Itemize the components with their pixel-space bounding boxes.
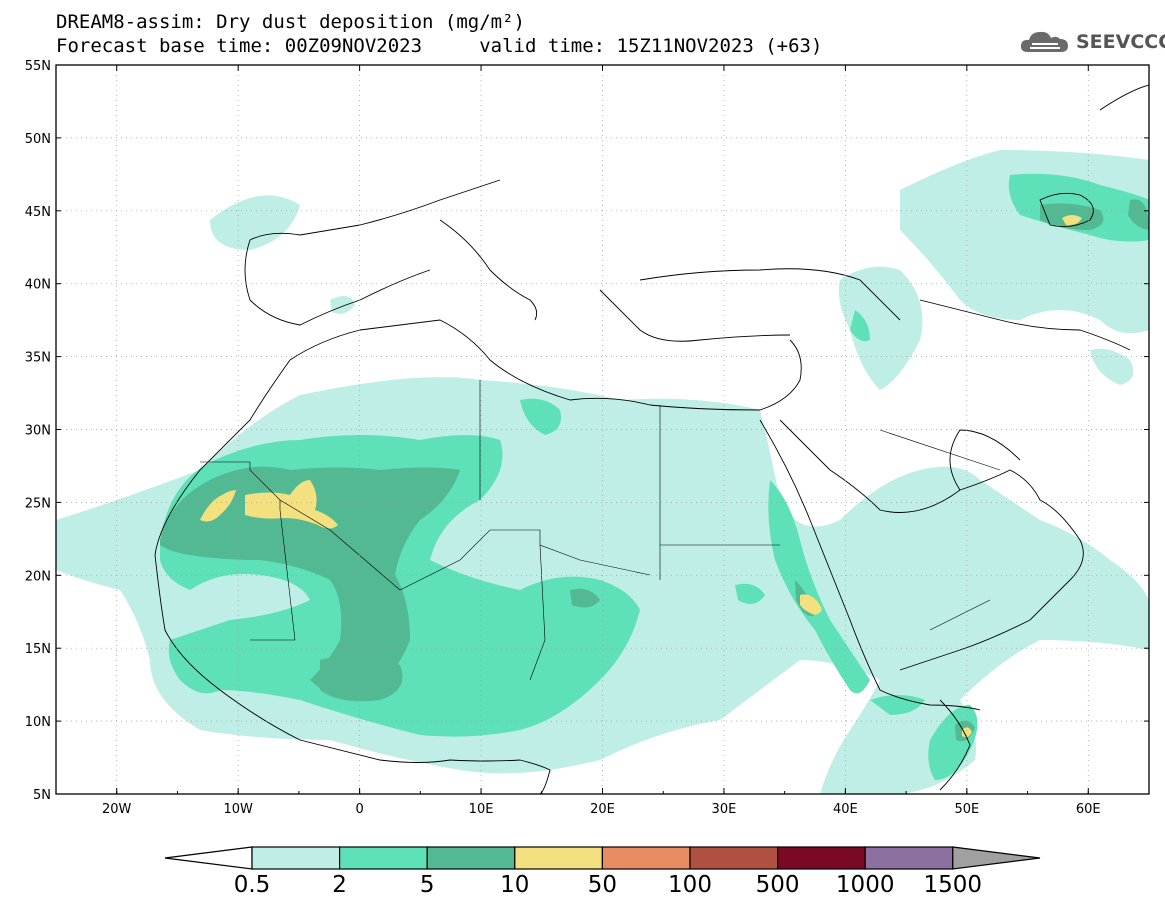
forecast-times: Forecast base time: 00Z09NOV2023 valid t… — [56, 35, 823, 57]
colorbar-segment — [776, 846, 866, 870]
colorbar-label: 2 — [332, 872, 347, 898]
lat-label: 5N — [33, 788, 51, 803]
lon-label: 0 — [355, 802, 363, 817]
colorbar-segment — [426, 846, 516, 870]
latitude-labels: 55N 50N 45N 40N 35N 30N 25N 20N 15N 10N 5N — [25, 59, 51, 803]
lat-label: 55N — [25, 59, 51, 74]
lon-label: 30E — [712, 802, 737, 817]
colorbar-label: 0.5 — [234, 872, 271, 898]
colorbar-label: 1500 — [924, 872, 983, 898]
colorbar-segment — [251, 846, 341, 870]
colorbar-high-arrow — [952, 846, 1041, 870]
colorbar-segment — [514, 846, 603, 870]
axis-ticks — [55, 64, 1150, 795]
lon-label: 20E — [590, 802, 615, 817]
colorbar-segment — [689, 846, 779, 870]
lat-label: 45N — [25, 205, 51, 220]
colorbar-label: 10 — [500, 872, 529, 898]
lat-label: 35N — [25, 351, 51, 366]
graticule — [56, 65, 1149, 794]
logo-text: SEEVCCC — [1076, 31, 1165, 53]
lon-label: 10W — [223, 802, 253, 817]
colorbar-segment — [339, 846, 428, 870]
colorbar-label: 5 — [420, 872, 435, 898]
coastlines — [154, 84, 1149, 794]
lat-label: 30N — [25, 424, 51, 439]
deposition-fields — [56, 150, 1149, 794]
seevccc-logo: SEEVCCC — [1018, 28, 1165, 56]
colorbar-segment — [601, 846, 691, 870]
colorbar-label: 50 — [588, 872, 617, 898]
lat-label: 40N — [25, 278, 51, 293]
colorbar-label: 1000 — [836, 872, 895, 898]
lat-label: 25N — [25, 496, 51, 511]
lon-label: 20W — [102, 802, 132, 817]
lon-label: 50E — [954, 802, 979, 817]
colorbar-labels: 0.5 2 5 10 50 100 500 1000 1500 — [234, 872, 982, 898]
colorbar — [164, 846, 1041, 870]
map-title: DREAM8-assim: Dry dust deposition (mg/m²… — [56, 11, 525, 33]
colorbar-label: 100 — [668, 872, 712, 898]
cloud-icon — [1020, 31, 1068, 52]
lon-label: 60E — [1076, 802, 1101, 817]
colorbar-segment — [864, 846, 954, 870]
lat-label: 20N — [25, 569, 51, 584]
lat-label: 15N — [25, 642, 51, 657]
colorbar-low-arrow — [164, 846, 253, 870]
colorbar-label: 500 — [756, 872, 800, 898]
lat-label: 10N — [25, 715, 51, 730]
country-borders — [200, 380, 1001, 681]
lon-label: 10E — [469, 802, 494, 817]
lon-label: 40E — [833, 802, 858, 817]
lat-label: 50N — [25, 132, 51, 147]
longitude-labels: 20W 10W 0 10E 20E 30E 40E 50E 60E — [102, 802, 1101, 817]
